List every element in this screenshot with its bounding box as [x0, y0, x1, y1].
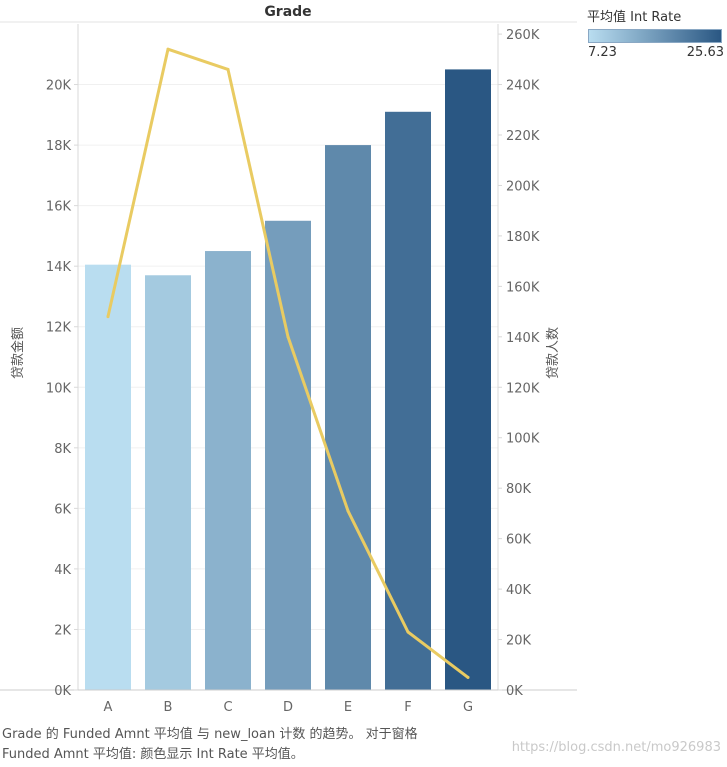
left-axis-title: 贷款金额 — [10, 327, 26, 379]
color-legend: 平均值 Int Rate 7.23 25.63 — [587, 6, 724, 60]
line-series — [106, 47, 470, 679]
line-point-G[interactable] — [466, 675, 470, 679]
category-axis-ticks: A B C D E F G — [104, 700, 473, 715]
caption-line-1: Grade 的 Funded Amnt 平均值 与 new_loan 计数 的趋… — [2, 727, 418, 742]
right-tick-label: 60K — [506, 533, 532, 548]
line-point-A[interactable] — [106, 315, 110, 319]
right-tick-label: 20K — [506, 634, 532, 649]
right-tick-label: 240K — [506, 79, 540, 94]
right-tick-label: 200K — [506, 179, 540, 194]
legend-title: 平均值 Int Rate — [587, 10, 682, 25]
left-tick-label: 20K — [46, 79, 72, 94]
right-tick-label: 220K — [506, 129, 540, 144]
right-tick-label: 140K — [506, 331, 540, 346]
category-label-B: B — [164, 700, 173, 715]
category-label-D: D — [283, 700, 293, 715]
chart-title: Grade — [264, 4, 311, 20]
bar-D[interactable] — [265, 220, 311, 691]
right-tick-label: 80K — [506, 482, 532, 497]
left-tick-label: 6K — [54, 502, 71, 517]
left-tick-label: 14K — [46, 260, 72, 275]
watermark: https://blog.csdn.net/mo926983 — [511, 740, 721, 755]
right-tick-label: 260K — [506, 28, 540, 43]
legend-labels: 7.23 25.63 — [588, 45, 724, 60]
bar-A[interactable] — [85, 264, 131, 690]
left-tick-label: 12K — [46, 321, 72, 336]
right-tick-label: 180K — [506, 230, 540, 245]
bar-series — [85, 69, 491, 691]
right-tick-label: 120K — [506, 381, 540, 396]
right-tick-label: 160K — [506, 280, 540, 295]
category-label-C: C — [223, 700, 232, 715]
category-label-E: E — [344, 700, 352, 715]
category-label-A: A — [104, 700, 113, 715]
right-tick-label: 0K — [506, 684, 523, 699]
line-point-F[interactable] — [406, 630, 410, 634]
bar-E[interactable] — [325, 145, 371, 690]
category-label-F: F — [404, 700, 411, 715]
right-axis-ticks: 0K 20K 40K 60K 80K 100K 120K 140K 160K 180K 200K 22… — [498, 28, 540, 699]
legend-gradient-bar — [588, 29, 722, 43]
line-point-B[interactable] — [166, 47, 170, 51]
line-point-E[interactable] — [346, 509, 350, 513]
left-tick-label: 2K — [54, 623, 71, 638]
bar-F[interactable] — [385, 111, 431, 691]
category-label-G: G — [463, 700, 473, 715]
chart-caption: Grade 的 Funded Amnt 平均值 与 new_loan 计数 的趋… — [2, 725, 418, 765]
bar-B[interactable] — [145, 275, 191, 690]
left-tick-label: 8K — [54, 442, 71, 457]
legend-max-label: 25.63 — [686, 45, 724, 60]
left-tick-label: 18K — [46, 139, 72, 154]
right-tick-label: 100K — [506, 432, 540, 447]
right-axis-title: 贷款人数 — [546, 327, 561, 379]
right-tick-label: 40K — [506, 583, 532, 598]
left-tick-label: 4K — [54, 563, 71, 578]
legend-min-label: 7.23 — [588, 45, 617, 60]
line-point-C[interactable] — [226, 67, 230, 71]
caption-line-2: Funded Amnt 平均值: 颜色显示 Int Rate 平均值。 — [2, 747, 304, 762]
left-axis-ticks: 0K 2K 4K 6K 8K 10K 12K 14K 16K 18K 20K — [46, 79, 78, 699]
left-tick-label: 16K — [46, 200, 72, 215]
left-tick-label: 0K — [54, 684, 71, 699]
line-point-D[interactable] — [286, 335, 290, 339]
left-tick-label: 10K — [46, 381, 72, 396]
bar-C[interactable] — [205, 251, 251, 690]
bar-G[interactable] — [445, 69, 491, 691]
